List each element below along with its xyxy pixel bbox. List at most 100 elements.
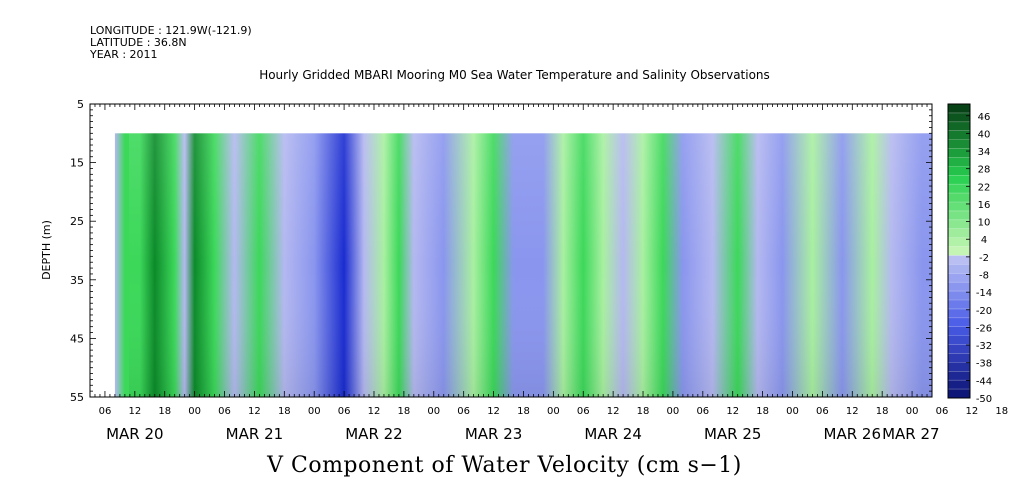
x-hour-label: 18 [398, 406, 411, 417]
latitude-label: LATITUDE : 36.8N [90, 36, 187, 49]
heatmap-shading [129, 133, 932, 397]
x-hour-label: 12 [607, 406, 620, 417]
colorbar-label: -50 [976, 394, 992, 405]
colorbar-bin [948, 371, 970, 381]
x-day-label: MAR 27 [882, 425, 939, 443]
y-tick-label: 55 [70, 391, 84, 404]
y-axis-label: DEPTH (m) [40, 220, 53, 280]
y-tick-label: 35 [70, 274, 84, 287]
x-hour-label: 18 [158, 406, 171, 417]
x-day-label: MAR 22 [345, 425, 402, 443]
colorbar-bin [948, 317, 970, 328]
y-tick-label: 5 [77, 98, 84, 111]
x-hour-label: 00 [906, 406, 919, 417]
colorbar-bin [948, 228, 970, 239]
colorbar-bin [948, 121, 970, 132]
x-hour-label: 12 [487, 406, 500, 417]
x-hour-label: 00 [188, 406, 201, 417]
colorbar-label: -38 [976, 359, 992, 370]
x-hour-label: 12 [368, 406, 381, 417]
colorbar-bin [948, 344, 970, 354]
x-hour-label: 18 [876, 406, 889, 417]
colorbar-bin [948, 353, 970, 363]
x-hour-label: 00 [786, 406, 799, 417]
colorbar-bin [948, 291, 970, 301]
x-hour-label: 12 [248, 406, 261, 417]
x-hour-label: 00 [427, 406, 440, 417]
year-label: YEAR : 2011 [90, 48, 158, 61]
colorbar-labels: 46 40 34 28 22 16 10 4 -2 -8 -14 -20 -26 -32 -38 -44 -50 [966, 112, 992, 405]
colorbar-label: -32 [976, 341, 992, 352]
colorbar-bin [948, 300, 970, 310]
colorbar-bin [948, 264, 970, 274]
x-day-label: MAR 21 [226, 425, 283, 443]
colorbar-label: 10 [978, 218, 991, 229]
colorbar-bin [948, 380, 970, 390]
x-hour-label: 00 [547, 406, 560, 417]
x-hour-label: 12 [128, 406, 141, 417]
colorbar-bin [948, 246, 970, 256]
x-hour-label: 06 [99, 406, 112, 417]
x-hour-label: 06 [338, 406, 351, 417]
colorbar-label: -26 [976, 323, 992, 334]
x-hour-label: 06 [577, 406, 590, 417]
colorbar-bin [948, 219, 970, 230]
y-tick-labels: 5 15 25 35 45 55 [70, 98, 84, 404]
longitude-label: LONGITUDE : 121.9W(-121.9) [90, 24, 252, 37]
variable-title: V Component of Water Velocity (cm s−1) [267, 453, 742, 478]
colorbar-label: -8 [979, 271, 989, 282]
colorbar-label: 34 [978, 147, 991, 158]
x-hour-label: 06 [696, 406, 709, 417]
colorbar-label: -20 [976, 306, 992, 317]
colorbar-bin [948, 175, 970, 185]
chart-title: Hourly Gridded MBARI Mooring M0 Sea Wate… [259, 68, 770, 82]
x-hour-label: 12 [846, 406, 859, 417]
x-day-label: MAR 20 [106, 425, 163, 443]
colorbar-bin [948, 308, 970, 319]
colorbar-bin [948, 157, 970, 167]
colorbar-label: -14 [976, 288, 992, 299]
colorbar-bin [948, 335, 970, 346]
colorbar-bin [948, 166, 970, 176]
colorbar-label: 22 [978, 182, 991, 193]
y-tick-label: 45 [70, 332, 84, 345]
colorbar-bin [948, 139, 970, 150]
colorbar-label: 40 [978, 129, 991, 140]
colorbar-bin [948, 112, 970, 123]
x-hour-label: 00 [308, 406, 321, 417]
x-day-label: MAR 26 [824, 425, 881, 443]
x-hour-label: 06 [936, 406, 949, 417]
colorbar-bin [948, 193, 970, 203]
colorbar-label: 46 [978, 112, 991, 123]
x-day-label: MAR 23 [465, 425, 522, 443]
y-tick-label: 15 [70, 157, 84, 170]
colorbar-bin [948, 130, 970, 141]
x-hour-label: 06 [457, 406, 470, 417]
colorbar-bin [948, 210, 970, 221]
colorbar-bin [948, 389, 970, 399]
colorbar-label: 16 [978, 200, 991, 211]
colorbar-bin [948, 282, 970, 292]
colorbar-label: -44 [976, 376, 992, 387]
colorbar-bin [948, 362, 970, 372]
colorbar-bin [948, 255, 970, 265]
x-hour-label: 18 [278, 406, 291, 417]
colorbar-bin [948, 202, 970, 212]
colorbar-bin [948, 326, 970, 337]
axis-ticks [89, 103, 933, 398]
colorbar-label: -2 [979, 253, 989, 264]
x-hour-label: 12 [726, 406, 739, 417]
colorbar-bin [948, 184, 970, 194]
x-hour-label: 00 [667, 406, 680, 417]
y-tick-label: 25 [70, 215, 84, 228]
x-hour-tick-labels: 06 12 18 00 06 12 18 00 06 12 18 00 06 12 18 00 06 12 18 00… [99, 406, 1009, 417]
x-hour-label: 06 [816, 406, 829, 417]
colorbar-bin [948, 104, 970, 114]
x-hour-label: 18 [756, 406, 769, 417]
x-hour-label: 12 [965, 406, 978, 417]
colorbar-bin [948, 237, 970, 248]
colorbar-bin [948, 273, 970, 283]
x-hour-label: 18 [517, 406, 530, 417]
colorbar-bin [948, 148, 970, 158]
